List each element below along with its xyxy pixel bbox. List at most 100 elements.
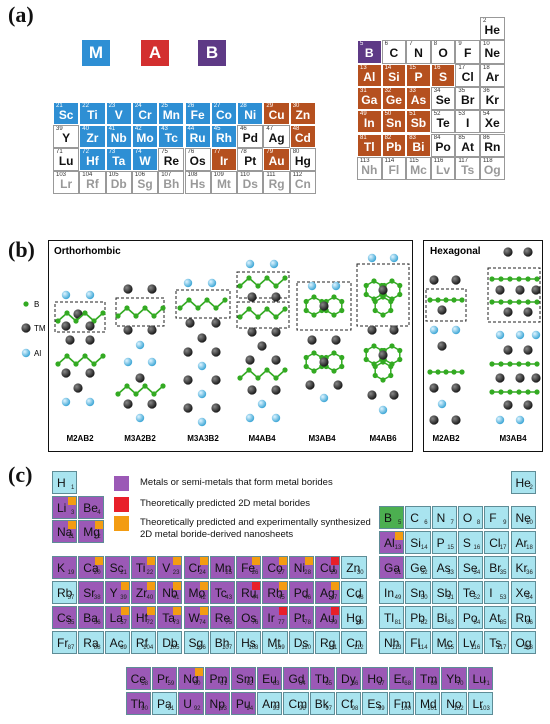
marker-orange — [68, 497, 77, 505]
atomic-number: 81 — [360, 134, 367, 141]
element-symbol: Ni — [293, 561, 306, 575]
element-cell-ts: 117 Ts — [455, 156, 480, 181]
legend-a-box: A — [141, 40, 169, 66]
element-symbol: Kr — [485, 93, 500, 108]
element-cell-pb: Pb 82 — [405, 606, 431, 630]
element-symbol: Pb — [386, 139, 402, 154]
atomic-number: 110 — [240, 172, 250, 178]
panel-c-label: (c) — [8, 462, 33, 487]
element-symbol: Ba — [83, 611, 98, 625]
atomic-number: 31 — [394, 570, 402, 577]
atomic-number: 33 — [409, 87, 416, 94]
element-cell-ag: Ag 47 — [315, 581, 341, 605]
element-cell-ga: 31 Ga — [357, 86, 382, 111]
atomic-number: 10 — [526, 520, 533, 527]
atomic-number: 37 — [67, 595, 75, 602]
atomic-number: 66 — [351, 681, 359, 688]
element-symbol: Mn — [162, 108, 180, 123]
marker-orange — [147, 557, 156, 565]
legend-text-1: Theoretically predicted 2D metal borides — [140, 498, 311, 509]
element-cell-li: Li 3 — [52, 496, 78, 520]
element-cell-p: 15 P — [406, 63, 431, 87]
element-symbol: Os — [189, 154, 206, 169]
atomic-number: 107 — [161, 172, 172, 178]
marker-red — [278, 607, 287, 615]
marker-orange — [94, 521, 103, 529]
element-symbol: In — [363, 116, 375, 131]
atomic-number: 72 — [146, 620, 154, 627]
atomic-number: 49 — [360, 111, 367, 118]
atomic-number: 43 — [161, 126, 168, 132]
atomic-number: 26 — [187, 103, 195, 109]
atomic-number: 93 — [220, 706, 227, 713]
element-symbol: Cn — [294, 177, 311, 192]
element-cell-pa: Pa 91 — [151, 692, 178, 716]
panel-b-orthorhombic-box — [48, 240, 413, 452]
atomic-number: 29 — [330, 570, 338, 577]
element-symbol: K — [57, 561, 66, 575]
atomic-number: 96 — [299, 706, 306, 713]
element-cell-kr: 36 Kr — [480, 86, 505, 111]
element-symbol: Cr — [188, 561, 202, 575]
element-symbol: Y — [62, 131, 71, 146]
atomic-number: 59 — [167, 681, 175, 688]
atomic-number: 79 — [266, 149, 274, 155]
atomic-number: 6 — [384, 41, 388, 48]
element-symbol: Cn — [346, 636, 362, 650]
marker-orange — [199, 582, 208, 590]
atomic-number: 63 — [272, 681, 280, 688]
element-cell-sb: Sb 51 — [431, 581, 457, 605]
atomic-number: 8 — [476, 520, 481, 527]
atomic-number: 71 — [56, 149, 63, 155]
element-cell-ho: Ho 67 — [362, 667, 388, 691]
element-symbol: N — [436, 511, 446, 525]
element-cell-au: 79 Au — [263, 148, 290, 171]
element-cell-mn: 25 Mn — [158, 102, 185, 125]
element-symbol: W — [139, 154, 151, 169]
element-cell-nh: 113 Nh — [357, 156, 382, 181]
atomic-number: 40 — [82, 126, 89, 132]
marker-orange — [173, 557, 182, 565]
element-cell-zr: Zr 40 — [130, 581, 157, 605]
atomic-number: 73 — [172, 620, 180, 627]
element-cell-cd: 48 Cd — [289, 125, 316, 148]
element-cell-sc: Sc 21 — [104, 556, 130, 580]
atomic-number: 73 — [108, 149, 116, 155]
element-symbol: P — [414, 69, 423, 84]
marker-orange — [278, 557, 287, 565]
atom-legend-al: Al — [34, 349, 42, 358]
element-cell-zn: 30 Zn — [289, 102, 316, 125]
element-cell-nb: 41 Nb — [105, 125, 132, 148]
element-cell-cr: Cr 24 — [183, 556, 209, 580]
atomic-number: 44 — [251, 595, 259, 602]
element-symbol: I — [466, 116, 470, 131]
atomic-number: 36 — [526, 570, 533, 577]
element-symbol: Cl — [489, 536, 501, 550]
element-symbol: Cd — [346, 586, 362, 600]
atomic-number: 38 — [93, 595, 101, 602]
element-symbol: Ce — [130, 672, 146, 686]
atomic-number: 39 — [56, 126, 63, 132]
atomic-number: 53 — [499, 595, 507, 602]
element-symbol: Bk — [314, 697, 329, 711]
atomic-number: 23 — [108, 103, 116, 109]
atomic-number: 32 — [420, 570, 428, 577]
atom-legend-tm: TM — [34, 324, 46, 333]
marker-red — [331, 607, 340, 615]
element-symbol: Tl — [384, 611, 394, 625]
atomic-number: 34 — [473, 570, 481, 577]
element-cell-ge: 32 Ge — [381, 86, 407, 111]
element-cell-sb: 51 Sb — [406, 110, 431, 134]
element-cell-rf: 104 Rf — [79, 171, 106, 194]
element-symbol: At — [489, 611, 501, 625]
element-cell-s: S 16 — [457, 531, 484, 555]
element-cell-be: Be 4 — [78, 496, 104, 520]
element-symbol: C — [389, 46, 399, 61]
atomic-number: 15 — [447, 545, 454, 552]
atomic-number: 114 — [418, 645, 428, 652]
element-symbol: Rg — [320, 636, 336, 650]
element-cell-lr: 103 Lr — [53, 171, 80, 194]
atomic-number: 118 — [483, 157, 493, 164]
